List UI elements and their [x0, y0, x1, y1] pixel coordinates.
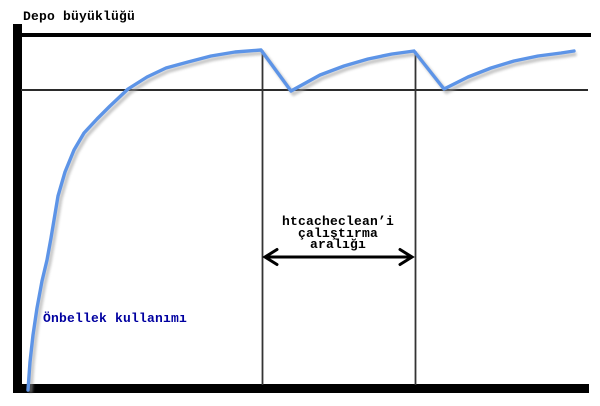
chart-title: Depo büyüklüğü [23, 9, 136, 24]
interval-annotation-line-2: çalıştırma [297, 225, 378, 241]
storage-limit-line [21, 33, 591, 37]
interval-arrow-left-head [262, 248, 279, 266]
interval-arrow-right-head [398, 248, 415, 266]
interval-annotation-line-1: htcacheclean’i [281, 214, 395, 229]
cache-usage-label: Önbellek kullanımı [43, 311, 188, 326]
interval-annotation-line-3: aralığı [309, 237, 366, 252]
y-axis [13, 24, 22, 393]
cache-usage-curve-line [26, 48, 576, 392]
interval-annotation: htcacheclean’i çalıştırma aralığı [258, 214, 418, 252]
x-axis [13, 384, 589, 393]
cache-usage-curve-shadow [28, 51, 577, 394]
